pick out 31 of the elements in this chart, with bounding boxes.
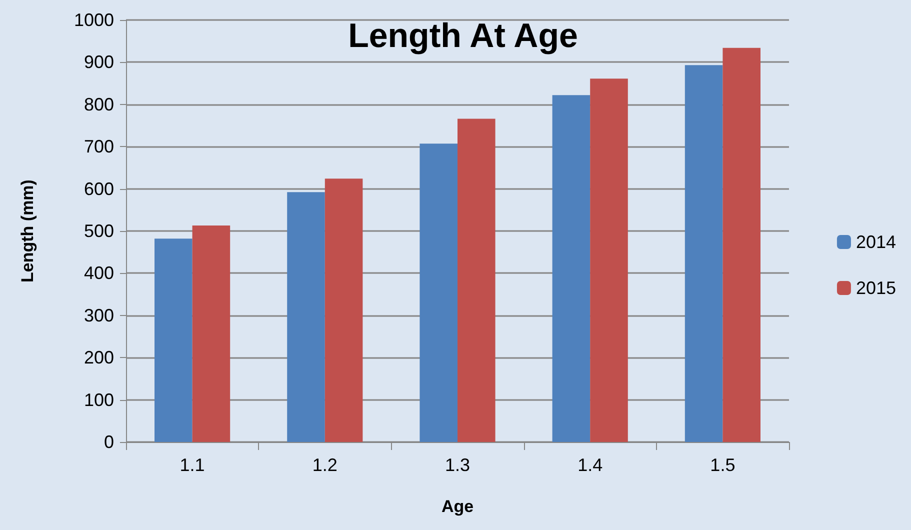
x-axis-title: Age bbox=[441, 497, 474, 516]
chart-title: Length At Age bbox=[348, 17, 578, 55]
y-tick-label: 300 bbox=[84, 305, 114, 326]
y-tick-label: 1000 bbox=[74, 10, 114, 30]
y-tick-label: 700 bbox=[84, 136, 114, 157]
bar bbox=[590, 78, 628, 442]
y-tick-label: 600 bbox=[84, 178, 114, 199]
x-tick-label: 1.4 bbox=[578, 455, 603, 475]
y-tick-label: 0 bbox=[104, 432, 114, 452]
x-tick-label: 1.1 bbox=[180, 455, 205, 475]
y-tick-label: 200 bbox=[84, 348, 114, 368]
x-tick-label: 1.2 bbox=[312, 455, 338, 475]
bar bbox=[552, 95, 590, 442]
bar bbox=[722, 48, 760, 442]
x-tick-label: 1.5 bbox=[710, 455, 736, 475]
bar bbox=[684, 65, 723, 442]
bar bbox=[420, 144, 458, 442]
y-tick-label: 400 bbox=[84, 263, 114, 284]
bar bbox=[324, 178, 363, 442]
bar bbox=[154, 238, 192, 442]
y-tick-label: 100 bbox=[84, 390, 114, 410]
y-tick-label: 500 bbox=[84, 221, 114, 241]
legend-label: 2015 bbox=[856, 278, 896, 298]
y-axis-title: Length (mm) bbox=[18, 180, 37, 282]
y-tick-label: 800 bbox=[84, 94, 114, 114]
bar bbox=[287, 192, 325, 442]
y-tick-label: 900 bbox=[84, 52, 114, 72]
legend-label: 2014 bbox=[856, 232, 896, 252]
bar bbox=[192, 226, 230, 442]
bar bbox=[458, 118, 496, 442]
x-tick-label: 1.3 bbox=[444, 455, 470, 475]
